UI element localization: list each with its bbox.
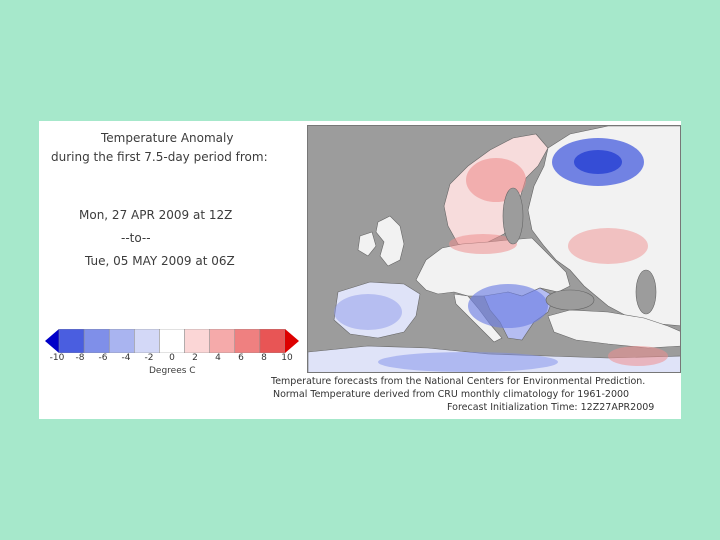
period-start: Mon, 27 APR 2009 at 12Z (79, 208, 233, 222)
scale-tick-label: -10 (49, 353, 65, 363)
scale-tick-label: 0 (169, 353, 175, 363)
scale-tick-label: 4 (215, 353, 221, 363)
strong-cold-core (574, 150, 622, 174)
scale-cell (259, 329, 286, 353)
credit-climatology: Normal Temperature derived from CRU mont… (273, 389, 630, 400)
warm-anomaly-baltic (449, 234, 517, 254)
scale-cell (209, 329, 236, 353)
scale-tick-label: 10 (281, 353, 293, 363)
land-great-britain (375, 215, 405, 267)
scale-cell (234, 329, 261, 353)
map-subtitle: during the first 7.5-day period from: (51, 150, 268, 164)
warm-anomaly-east (568, 228, 648, 264)
credit-init-time: Forecast Initialization Time: 12Z27APR20… (447, 402, 655, 413)
scale-cell (58, 329, 85, 353)
color-scale-bar (45, 329, 299, 353)
scale-cell (184, 329, 210, 353)
scale-tick-label: 8 (261, 353, 267, 363)
scale-tick-label: -8 (75, 353, 85, 363)
warm-anomaly-middle-east (608, 346, 668, 366)
baltic-sea (502, 187, 524, 245)
scale-cell (159, 329, 185, 353)
europe-anomaly-map (307, 125, 681, 373)
caspian-sea (635, 269, 657, 315)
map-title: Temperature Anomaly (101, 131, 234, 145)
period-end: Tue, 05 MAY 2009 at 06Z (85, 254, 235, 268)
land-turkey (547, 309, 680, 349)
cold-anomaly-africa (378, 352, 558, 372)
scale-tick-label: 2 (192, 353, 198, 363)
forecast-panel: Temperature Anomaly during the first 7.5… (39, 121, 681, 419)
cold-anomaly-iberia (334, 294, 402, 330)
credits-block: Temperature forecasts from the National … (271, 375, 654, 414)
scale-arrow-cold (45, 329, 59, 353)
cold-anomaly-balkans (468, 284, 548, 328)
black-sea (545, 289, 595, 311)
scale-cell (83, 329, 110, 353)
scale-cell (108, 329, 135, 353)
scale-tick-labels: -10 -8 -6 -4 -2 0 2 4 6 8 10 (50, 353, 293, 365)
land-ireland (357, 231, 377, 257)
scale-tick-label: -4 (121, 353, 131, 363)
credit-source: Temperature forecasts from the National … (271, 376, 646, 387)
scale-arrow-warm (285, 329, 299, 353)
scale-tick-label: -2 (144, 353, 154, 363)
scale-tick-label: -6 (98, 353, 108, 363)
scale-cell (134, 329, 160, 353)
scale-unit-label: Degrees C (149, 366, 196, 376)
scale-tick-label: 6 (238, 353, 244, 363)
period-separator: --to-- (121, 231, 151, 245)
